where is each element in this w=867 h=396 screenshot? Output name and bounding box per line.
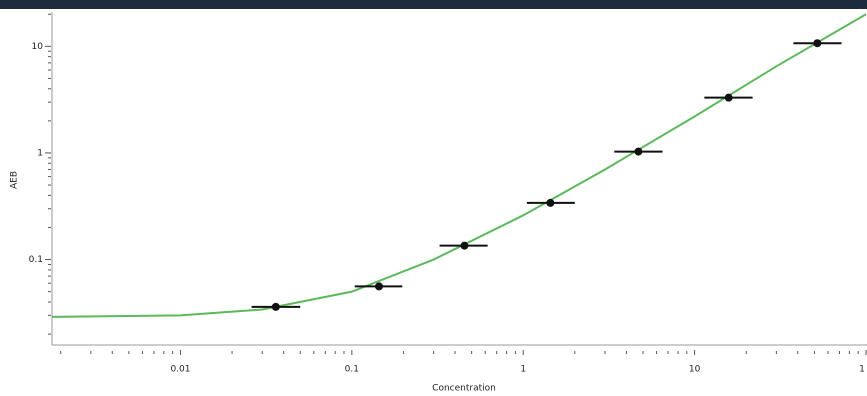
y-tick-label: 1 — [37, 148, 43, 158]
x-axis-label: Concentration — [432, 384, 496, 394]
data-point — [460, 241, 469, 250]
data-point — [374, 282, 383, 291]
header-band — [0, 0, 867, 9]
data-point — [724, 93, 733, 102]
x-tick-label: 10 — [689, 365, 701, 375]
y-tick-label: 0.1 — [29, 255, 43, 265]
data-point — [271, 302, 280, 311]
y-axis-label: AEB — [10, 171, 20, 189]
fit-curve — [51, 13, 867, 318]
x-tick-label: 0.01 — [170, 365, 190, 375]
x-tick-label: 1 — [520, 365, 526, 375]
x-tick-label: 0.1 — [345, 365, 359, 375]
data-point — [634, 147, 643, 156]
data-point — [546, 198, 555, 207]
x-tick-label: 1 — [859, 365, 865, 375]
data-point — [813, 39, 822, 48]
y-tick-label: 10 — [32, 42, 44, 52]
